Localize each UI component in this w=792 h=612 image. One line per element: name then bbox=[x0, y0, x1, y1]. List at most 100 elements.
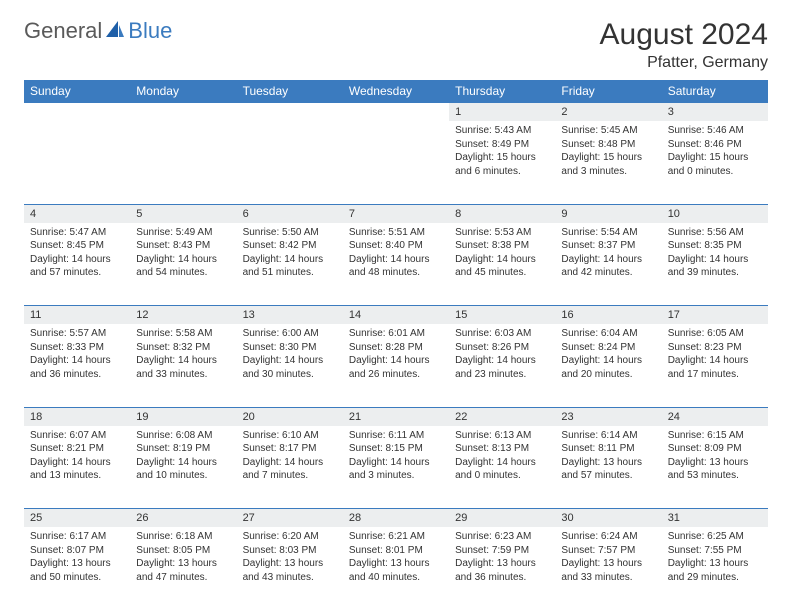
sunrise-text: Sunrise: 5:51 AM bbox=[349, 226, 443, 240]
day-number: 5 bbox=[130, 204, 236, 223]
day-cell: Sunrise: 6:03 AMSunset: 8:26 PMDaylight:… bbox=[449, 324, 555, 407]
daylight2-text: and 17 minutes. bbox=[668, 368, 762, 382]
daylight2-text: and 3 minutes. bbox=[561, 165, 655, 179]
daynum-row: 18192021222324 bbox=[24, 407, 768, 426]
logo: General Blue bbox=[24, 18, 172, 44]
day-number: 15 bbox=[449, 306, 555, 325]
sunrise-text: Sunrise: 5:58 AM bbox=[136, 327, 230, 341]
sunset-text: Sunset: 8:48 PM bbox=[561, 138, 655, 152]
daylight2-text: and 53 minutes. bbox=[668, 469, 762, 483]
daylight1-text: Daylight: 14 hours bbox=[30, 354, 124, 368]
sunset-text: Sunset: 8:11 PM bbox=[561, 442, 655, 456]
sunset-text: Sunset: 8:07 PM bbox=[30, 544, 124, 558]
day-cell bbox=[343, 121, 449, 204]
sunrise-text: Sunrise: 6:10 AM bbox=[243, 429, 337, 443]
daylight2-text: and 0 minutes. bbox=[455, 469, 549, 483]
day-cell bbox=[130, 121, 236, 204]
daylight2-text: and 57 minutes. bbox=[561, 469, 655, 483]
sunset-text: Sunset: 8:35 PM bbox=[668, 239, 762, 253]
day-number: 27 bbox=[237, 509, 343, 528]
day-cell: Sunrise: 6:15 AMSunset: 8:09 PMDaylight:… bbox=[662, 426, 768, 509]
day-number: 28 bbox=[343, 509, 449, 528]
day-number: 1 bbox=[449, 103, 555, 122]
sunrise-text: Sunrise: 6:25 AM bbox=[668, 530, 762, 544]
sunrise-text: Sunrise: 5:50 AM bbox=[243, 226, 337, 240]
sunrise-text: Sunrise: 5:45 AM bbox=[561, 124, 655, 138]
day-number: 26 bbox=[130, 509, 236, 528]
day-number: 11 bbox=[24, 306, 130, 325]
sunset-text: Sunset: 8:15 PM bbox=[349, 442, 443, 456]
daylight1-text: Daylight: 13 hours bbox=[30, 557, 124, 571]
sunset-text: Sunset: 8:49 PM bbox=[455, 138, 549, 152]
daylight2-text: and 45 minutes. bbox=[455, 266, 549, 280]
daylight1-text: Daylight: 15 hours bbox=[561, 151, 655, 165]
daylight2-text: and 36 minutes. bbox=[30, 368, 124, 382]
daylight2-text: and 51 minutes. bbox=[243, 266, 337, 280]
day-cell: Sunrise: 6:08 AMSunset: 8:19 PMDaylight:… bbox=[130, 426, 236, 509]
sunrise-text: Sunrise: 6:00 AM bbox=[243, 327, 337, 341]
daylight1-text: Daylight: 14 hours bbox=[455, 354, 549, 368]
daylight1-text: Daylight: 14 hours bbox=[136, 354, 230, 368]
content-row: Sunrise: 6:07 AMSunset: 8:21 PMDaylight:… bbox=[24, 426, 768, 509]
day-number: 13 bbox=[237, 306, 343, 325]
sunset-text: Sunset: 7:57 PM bbox=[561, 544, 655, 558]
daylight2-text: and 7 minutes. bbox=[243, 469, 337, 483]
daylight1-text: Daylight: 14 hours bbox=[349, 456, 443, 470]
daylight2-text: and 10 minutes. bbox=[136, 469, 230, 483]
daylight2-text: and 26 minutes. bbox=[349, 368, 443, 382]
content-row: Sunrise: 5:47 AMSunset: 8:45 PMDaylight:… bbox=[24, 223, 768, 306]
day-number: 10 bbox=[662, 204, 768, 223]
day-number: 29 bbox=[449, 509, 555, 528]
daylight2-text: and 0 minutes. bbox=[668, 165, 762, 179]
calendar-table: Sunday Monday Tuesday Wednesday Thursday… bbox=[24, 80, 768, 610]
sunrise-text: Sunrise: 6:14 AM bbox=[561, 429, 655, 443]
content-row: Sunrise: 5:57 AMSunset: 8:33 PMDaylight:… bbox=[24, 324, 768, 407]
daylight1-text: Daylight: 14 hours bbox=[668, 354, 762, 368]
day-cell: Sunrise: 6:21 AMSunset: 8:01 PMDaylight:… bbox=[343, 527, 449, 610]
daylight1-text: Daylight: 13 hours bbox=[243, 557, 337, 571]
day-cell: Sunrise: 5:45 AMSunset: 8:48 PMDaylight:… bbox=[555, 121, 661, 204]
sunset-text: Sunset: 8:37 PM bbox=[561, 239, 655, 253]
sunrise-text: Sunrise: 6:11 AM bbox=[349, 429, 443, 443]
sunset-text: Sunset: 8:26 PM bbox=[455, 341, 549, 355]
daylight1-text: Daylight: 14 hours bbox=[136, 253, 230, 267]
day-number: 8 bbox=[449, 204, 555, 223]
sunset-text: Sunset: 8:30 PM bbox=[243, 341, 337, 355]
day-cell: Sunrise: 5:50 AMSunset: 8:42 PMDaylight:… bbox=[237, 223, 343, 306]
logo-sail-icon bbox=[104, 19, 126, 44]
daylight2-text: and 33 minutes. bbox=[561, 571, 655, 585]
day-cell: Sunrise: 6:13 AMSunset: 8:13 PMDaylight:… bbox=[449, 426, 555, 509]
daylight1-text: Daylight: 14 hours bbox=[136, 456, 230, 470]
daylight1-text: Daylight: 14 hours bbox=[243, 354, 337, 368]
dayhead-sun: Sunday bbox=[24, 80, 130, 103]
daylight1-text: Daylight: 14 hours bbox=[349, 354, 443, 368]
sunrise-text: Sunrise: 6:21 AM bbox=[349, 530, 443, 544]
daylight2-text: and 43 minutes. bbox=[243, 571, 337, 585]
daylight1-text: Daylight: 13 hours bbox=[136, 557, 230, 571]
day-number: 2 bbox=[555, 103, 661, 122]
sunrise-text: Sunrise: 6:15 AM bbox=[668, 429, 762, 443]
day-number: 16 bbox=[555, 306, 661, 325]
day-cell: Sunrise: 6:01 AMSunset: 8:28 PMDaylight:… bbox=[343, 324, 449, 407]
sunrise-text: Sunrise: 6:07 AM bbox=[30, 429, 124, 443]
daynum-row: 25262728293031 bbox=[24, 509, 768, 528]
day-cell: Sunrise: 6:18 AMSunset: 8:05 PMDaylight:… bbox=[130, 527, 236, 610]
day-cell: Sunrise: 5:43 AMSunset: 8:49 PMDaylight:… bbox=[449, 121, 555, 204]
dayhead-tue: Tuesday bbox=[237, 80, 343, 103]
sunset-text: Sunset: 8:45 PM bbox=[30, 239, 124, 253]
dayhead-mon: Monday bbox=[130, 80, 236, 103]
day-number: 25 bbox=[24, 509, 130, 528]
daylight1-text: Daylight: 14 hours bbox=[30, 456, 124, 470]
day-number: 17 bbox=[662, 306, 768, 325]
sunset-text: Sunset: 8:01 PM bbox=[349, 544, 443, 558]
dayhead-thu: Thursday bbox=[449, 80, 555, 103]
sunset-text: Sunset: 8:28 PM bbox=[349, 341, 443, 355]
sunset-text: Sunset: 8:03 PM bbox=[243, 544, 337, 558]
daylight2-text: and 30 minutes. bbox=[243, 368, 337, 382]
day-number: 4 bbox=[24, 204, 130, 223]
sunrise-text: Sunrise: 5:54 AM bbox=[561, 226, 655, 240]
daylight1-text: Daylight: 15 hours bbox=[455, 151, 549, 165]
day-number: 24 bbox=[662, 407, 768, 426]
sunrise-text: Sunrise: 6:08 AM bbox=[136, 429, 230, 443]
sunrise-text: Sunrise: 6:24 AM bbox=[561, 530, 655, 544]
